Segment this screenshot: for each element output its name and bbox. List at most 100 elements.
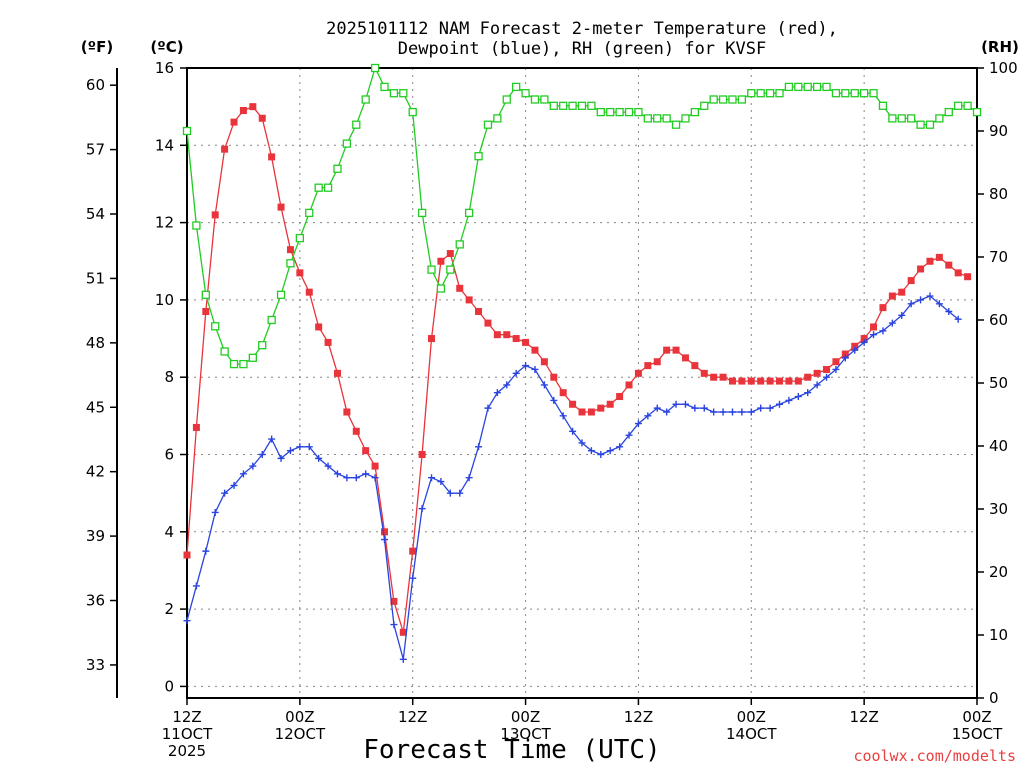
rh-point bbox=[662, 114, 671, 123]
dewpoint-point bbox=[362, 470, 370, 478]
dewpoint-point bbox=[456, 489, 464, 497]
temperature-point bbox=[522, 338, 530, 346]
temperature-point bbox=[879, 304, 887, 312]
dewpoint-point bbox=[503, 381, 511, 389]
temperature-point bbox=[324, 338, 332, 346]
x-tick-label: 00Z bbox=[737, 708, 766, 726]
fahrenheit-tick-label: 51 bbox=[86, 269, 105, 287]
rh-point bbox=[775, 89, 784, 98]
dewpoint-point bbox=[484, 404, 492, 412]
x-tick-label: 12Z bbox=[398, 708, 427, 726]
rh-point bbox=[559, 101, 568, 110]
temperature-point bbox=[221, 145, 229, 153]
dewpoint-point bbox=[954, 315, 962, 323]
dewpoint-point bbox=[823, 373, 831, 381]
rh-point bbox=[643, 114, 652, 123]
rh-point bbox=[897, 114, 906, 123]
temperature-point bbox=[277, 203, 285, 211]
rh-point bbox=[765, 89, 775, 98]
dewpoint-point bbox=[343, 474, 351, 482]
dewpoint-point bbox=[258, 451, 266, 459]
dewpoint-point bbox=[578, 439, 586, 447]
chart-title-line2: Dewpoint (blue), RH (green) for KVSF bbox=[398, 39, 766, 59]
series-group bbox=[182, 63, 982, 663]
rh-point bbox=[624, 107, 634, 117]
rh-point bbox=[314, 183, 323, 192]
dewpoint-point bbox=[587, 447, 595, 455]
celsius-tick-label: 12 bbox=[155, 214, 174, 232]
dewpoint-point bbox=[597, 451, 605, 459]
temperature-point bbox=[258, 114, 266, 122]
rh-point bbox=[220, 347, 229, 356]
rh-point bbox=[681, 114, 690, 123]
temperature-point bbox=[268, 153, 276, 161]
rh-tick-label: 90 bbox=[989, 122, 1008, 140]
dewpoint-point bbox=[512, 369, 520, 377]
temperature-point bbox=[305, 288, 313, 296]
dewpoint-point bbox=[277, 454, 285, 462]
temperature-point bbox=[333, 369, 341, 377]
dewpoint-point bbox=[804, 389, 812, 397]
dewpoint-point bbox=[399, 655, 407, 663]
rh-point bbox=[916, 120, 925, 129]
x-tick-label: 12Z bbox=[172, 708, 201, 726]
rh-point bbox=[690, 107, 700, 117]
rh-point bbox=[954, 101, 963, 110]
dewpoint-point bbox=[230, 481, 238, 489]
temperature-point bbox=[700, 369, 708, 377]
rh-point bbox=[502, 95, 511, 104]
temperature-point bbox=[691, 362, 699, 370]
x-axis-label: Forecast Time (UTC) bbox=[363, 735, 660, 765]
rh-point bbox=[709, 95, 718, 104]
rh-point bbox=[408, 107, 417, 117]
rh-point bbox=[869, 89, 878, 98]
rh-point bbox=[446, 265, 455, 274]
rh-tick-label: 0 bbox=[989, 689, 999, 707]
rh-point bbox=[201, 290, 210, 299]
x-tick-label: 13OCT bbox=[500, 725, 551, 743]
temperature-point bbox=[296, 269, 304, 277]
rh-point bbox=[267, 315, 276, 325]
fahrenheit-tick-label: 33 bbox=[86, 656, 105, 674]
rh-point bbox=[907, 114, 916, 123]
temperature-point bbox=[230, 118, 238, 126]
dewpoint-point bbox=[851, 346, 859, 354]
dewpoint-point bbox=[606, 447, 614, 455]
rh-point bbox=[530, 95, 540, 104]
rh-tick-label: 100 bbox=[989, 59, 1018, 77]
rh-point bbox=[587, 101, 596, 110]
temperature-point bbox=[776, 377, 783, 385]
dewpoint-point bbox=[907, 300, 915, 308]
dewpoint-point bbox=[879, 327, 887, 335]
rh-point bbox=[568, 101, 577, 110]
temperature-point bbox=[804, 373, 812, 381]
rh-tick-label: 80 bbox=[989, 185, 1008, 203]
temperature-point bbox=[672, 346, 680, 354]
temperature-point bbox=[465, 296, 473, 304]
rh-point bbox=[239, 359, 248, 369]
dewpoint-point bbox=[211, 508, 219, 516]
rh-tick-label: 20 bbox=[989, 563, 1008, 581]
dewpoint-point bbox=[202, 547, 210, 555]
dewpoint-point bbox=[475, 443, 483, 451]
fahrenheit-ticks: 33 36 39 42 45 48 51 54 57 60 bbox=[86, 76, 117, 674]
dewpoint-point bbox=[540, 381, 548, 389]
x-tick-label: 2025 bbox=[168, 742, 206, 760]
temperature-point bbox=[390, 597, 398, 605]
rh-point bbox=[944, 107, 953, 117]
x-tick-label: 12Z bbox=[849, 708, 878, 726]
dewpoint-point bbox=[183, 617, 191, 625]
dewpoint-point bbox=[352, 474, 360, 482]
fahrenheit-tick-label: 42 bbox=[86, 463, 105, 481]
dewpoint-point bbox=[616, 443, 624, 451]
temperature-point bbox=[634, 369, 642, 377]
rh-point bbox=[841, 89, 850, 98]
dewpoint-point bbox=[757, 404, 765, 412]
rh-point bbox=[333, 164, 342, 173]
rh-point bbox=[342, 139, 352, 148]
dewpoint-point bbox=[785, 396, 793, 404]
fahrenheit-tick-label: 54 bbox=[86, 205, 105, 223]
rh-point bbox=[276, 290, 286, 299]
rh-tick-label: 10 bbox=[989, 626, 1008, 644]
